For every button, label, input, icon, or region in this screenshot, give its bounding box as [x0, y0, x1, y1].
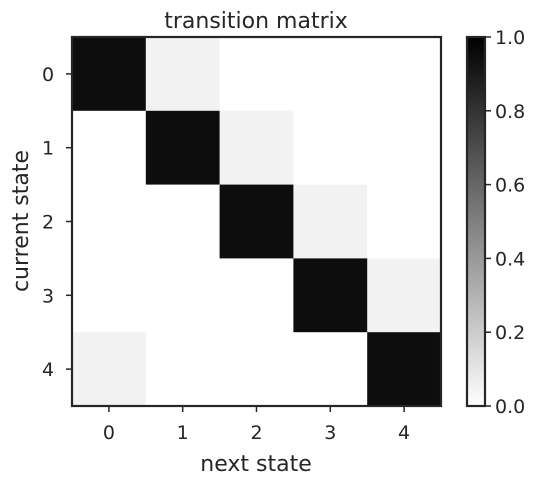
- heatmap-cell-r3-c2: [219, 258, 294, 333]
- heatmap-cell-r4-c2: [219, 332, 294, 407]
- heatmap-cell-r4-c3: [293, 332, 368, 407]
- heatmap-cell-r2-c2: [219, 184, 294, 259]
- heatmap-cell-r2-c1: [145, 184, 221, 259]
- heatmap-cell-r0-c4: [367, 37, 442, 112]
- heatmap-cell-r3-c1: [145, 258, 221, 333]
- heatmap-cell-r2-c4: [367, 184, 442, 259]
- x-tick-label-2: 2: [250, 422, 262, 444]
- heatmap-cell-r1-c4: [367, 110, 442, 186]
- heatmap-cell-r1-c0: [72, 110, 147, 186]
- y-axis-label: current state: [9, 150, 34, 292]
- heatmap-cell-r3-c3: [293, 258, 368, 333]
- heatmap-cell-r0-c0: [72, 37, 147, 112]
- chart-title: transition matrix: [164, 9, 348, 34]
- heatmap-cell-r4-c0: [72, 332, 147, 407]
- heatmap-cell-r1-c1: [145, 110, 221, 186]
- heatmap-cell-r3-c0: [72, 258, 147, 333]
- heatmap-cells: [72, 37, 442, 407]
- colorbar-tick-label-2: 0.4: [495, 248, 525, 270]
- x-tick-label-3: 3: [324, 422, 336, 444]
- heatmap-cell-r0-c3: [293, 37, 368, 112]
- colorbar-frame: [465, 35, 487, 408]
- heatmap-cell-r4-c1: [145, 332, 221, 407]
- colorbar-gradient: [467, 37, 485, 406]
- y-axis-ticks: 0 1 2 3 4: [42, 64, 72, 381]
- x-tick-label-4: 4: [398, 422, 410, 444]
- heatmap-cell-r2-c3: [293, 184, 368, 259]
- colorbar-tick-label-3: 0.6: [495, 175, 525, 197]
- colorbar-tick-label-4: 0.8: [495, 101, 525, 123]
- heatmap-cell-r4-c4: [367, 332, 442, 407]
- y-tick-label-0: 0: [42, 64, 54, 86]
- colorbar-ticks: 0.0 0.2 0.4 0.6 0.8 1.0: [485, 27, 525, 418]
- heatmap-cell-r3-c4: [367, 258, 442, 333]
- x-axis-label: next state: [200, 452, 311, 477]
- heatmap-cell-r1-c2: [219, 110, 294, 186]
- y-tick-label-1: 1: [42, 138, 54, 160]
- y-tick-label-4: 4: [42, 359, 54, 381]
- colorbar-tick-label-1: 0.2: [495, 322, 525, 344]
- colorbar-tick-label-5: 1.0: [495, 27, 525, 49]
- x-tick-label-0: 0: [103, 422, 115, 444]
- y-tick-label-3: 3: [42, 285, 54, 307]
- heatmap-cell-r1-c3: [293, 110, 368, 186]
- heatmap-cell-r0-c1: [145, 37, 221, 112]
- colorbar-tick-label-0: 0.0: [495, 396, 525, 418]
- y-tick-label-2: 2: [42, 212, 54, 234]
- x-axis-ticks: 0 1 2 3 4: [103, 406, 410, 444]
- heatmap-cell-r0-c2: [219, 37, 294, 112]
- x-tick-label-1: 1: [177, 422, 189, 444]
- heatmap-cell-r2-c0: [72, 184, 147, 259]
